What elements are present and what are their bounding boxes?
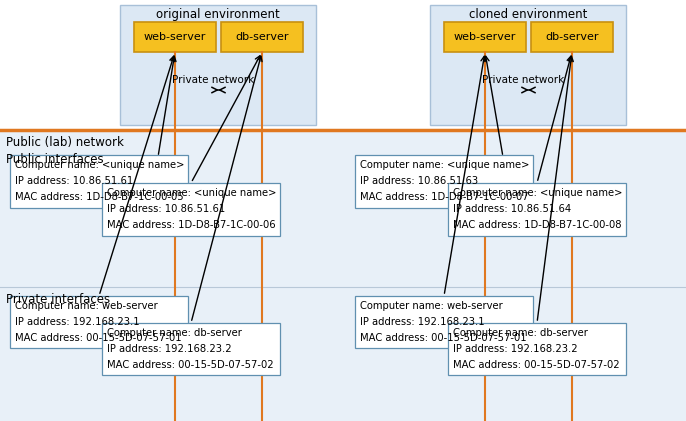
Bar [444,22,526,52]
Bar [448,323,626,375]
Bar [102,323,280,375]
Text: IP address: 192.168.23.1: IP address: 192.168.23.1 [15,317,140,327]
Text: Computer name: <unique name>: Computer name: <unique name> [453,188,622,198]
Text: db-server: db-server [235,32,289,42]
Text: IP address: 10.86.51.63: IP address: 10.86.51.63 [360,176,478,186]
Text: db-server: db-server [545,32,599,42]
Text: Computer name: <unique name>: Computer name: <unique name> [360,160,530,170]
Text: IP address: 192.168.23.2: IP address: 192.168.23.2 [453,344,578,354]
Bar [531,22,613,52]
Text: MAC address: 1D-D8-B7-1C-00-05: MAC address: 1D-D8-B7-1C-00-05 [15,192,184,202]
Text: MAC address: 00-15-5D-07-57-01: MAC address: 00-15-5D-07-57-01 [15,333,182,343]
Text: Computer name: <unique name>: Computer name: <unique name> [107,188,276,198]
Text: MAC address: 1D-D8-B7-1C-00-06: MAC address: 1D-D8-B7-1C-00-06 [107,220,276,230]
Text: Public (lab) network: Public (lab) network [6,136,124,149]
Bar [0,287,686,421]
Bar [0,130,686,287]
Bar [355,155,533,208]
Text: web-server: web-server [144,32,206,42]
Text: MAC address: 00-15-5D-07-57-02: MAC address: 00-15-5D-07-57-02 [453,360,619,370]
Text: Private interfaces: Private interfaces [6,293,110,306]
Bar [221,22,303,52]
Text: Public interfaces: Public interfaces [6,153,104,166]
Text: Computer name: <unique name>: Computer name: <unique name> [15,160,185,170]
Text: Computer name: web-server: Computer name: web-server [360,301,503,311]
Bar [448,183,626,236]
Bar [430,5,626,125]
Text: IP address: 10.86.51.61: IP address: 10.86.51.61 [107,204,225,214]
Text: IP address: 10.86.51.61: IP address: 10.86.51.61 [15,176,133,186]
Text: Computer name: web-server: Computer name: web-server [15,301,158,311]
Text: web-server: web-server [454,32,516,42]
Text: IP address: 192.168.23.2: IP address: 192.168.23.2 [107,344,232,354]
Bar [10,155,188,208]
Text: IP address: 10.86.51.64: IP address: 10.86.51.64 [453,204,571,214]
Text: Computer name: db-server: Computer name: db-server [107,328,242,338]
Bar [102,183,280,236]
Text: cloned environment: cloned environment [469,8,587,21]
Text: Computer name: db-server: Computer name: db-server [453,328,588,338]
Text: Private network: Private network [172,75,254,85]
Text: IP address: 192.168.23.1: IP address: 192.168.23.1 [360,317,484,327]
Text: MAC address: 00-15-5D-07-57-02: MAC address: 00-15-5D-07-57-02 [107,360,274,370]
Bar [120,5,316,125]
Text: MAC address: 00-15-5D-07-57-01: MAC address: 00-15-5D-07-57-01 [360,333,527,343]
Text: MAC address: 1D-D8-B7-1C-00-08: MAC address: 1D-D8-B7-1C-00-08 [453,220,622,230]
Text: Private network: Private network [482,75,564,85]
Bar [134,22,216,52]
Text: original environment: original environment [156,8,280,21]
Text: MAC address: 1D-D8-B7-1C-00-07: MAC address: 1D-D8-B7-1C-00-07 [360,192,529,202]
Bar [355,296,533,348]
Bar [10,296,188,348]
